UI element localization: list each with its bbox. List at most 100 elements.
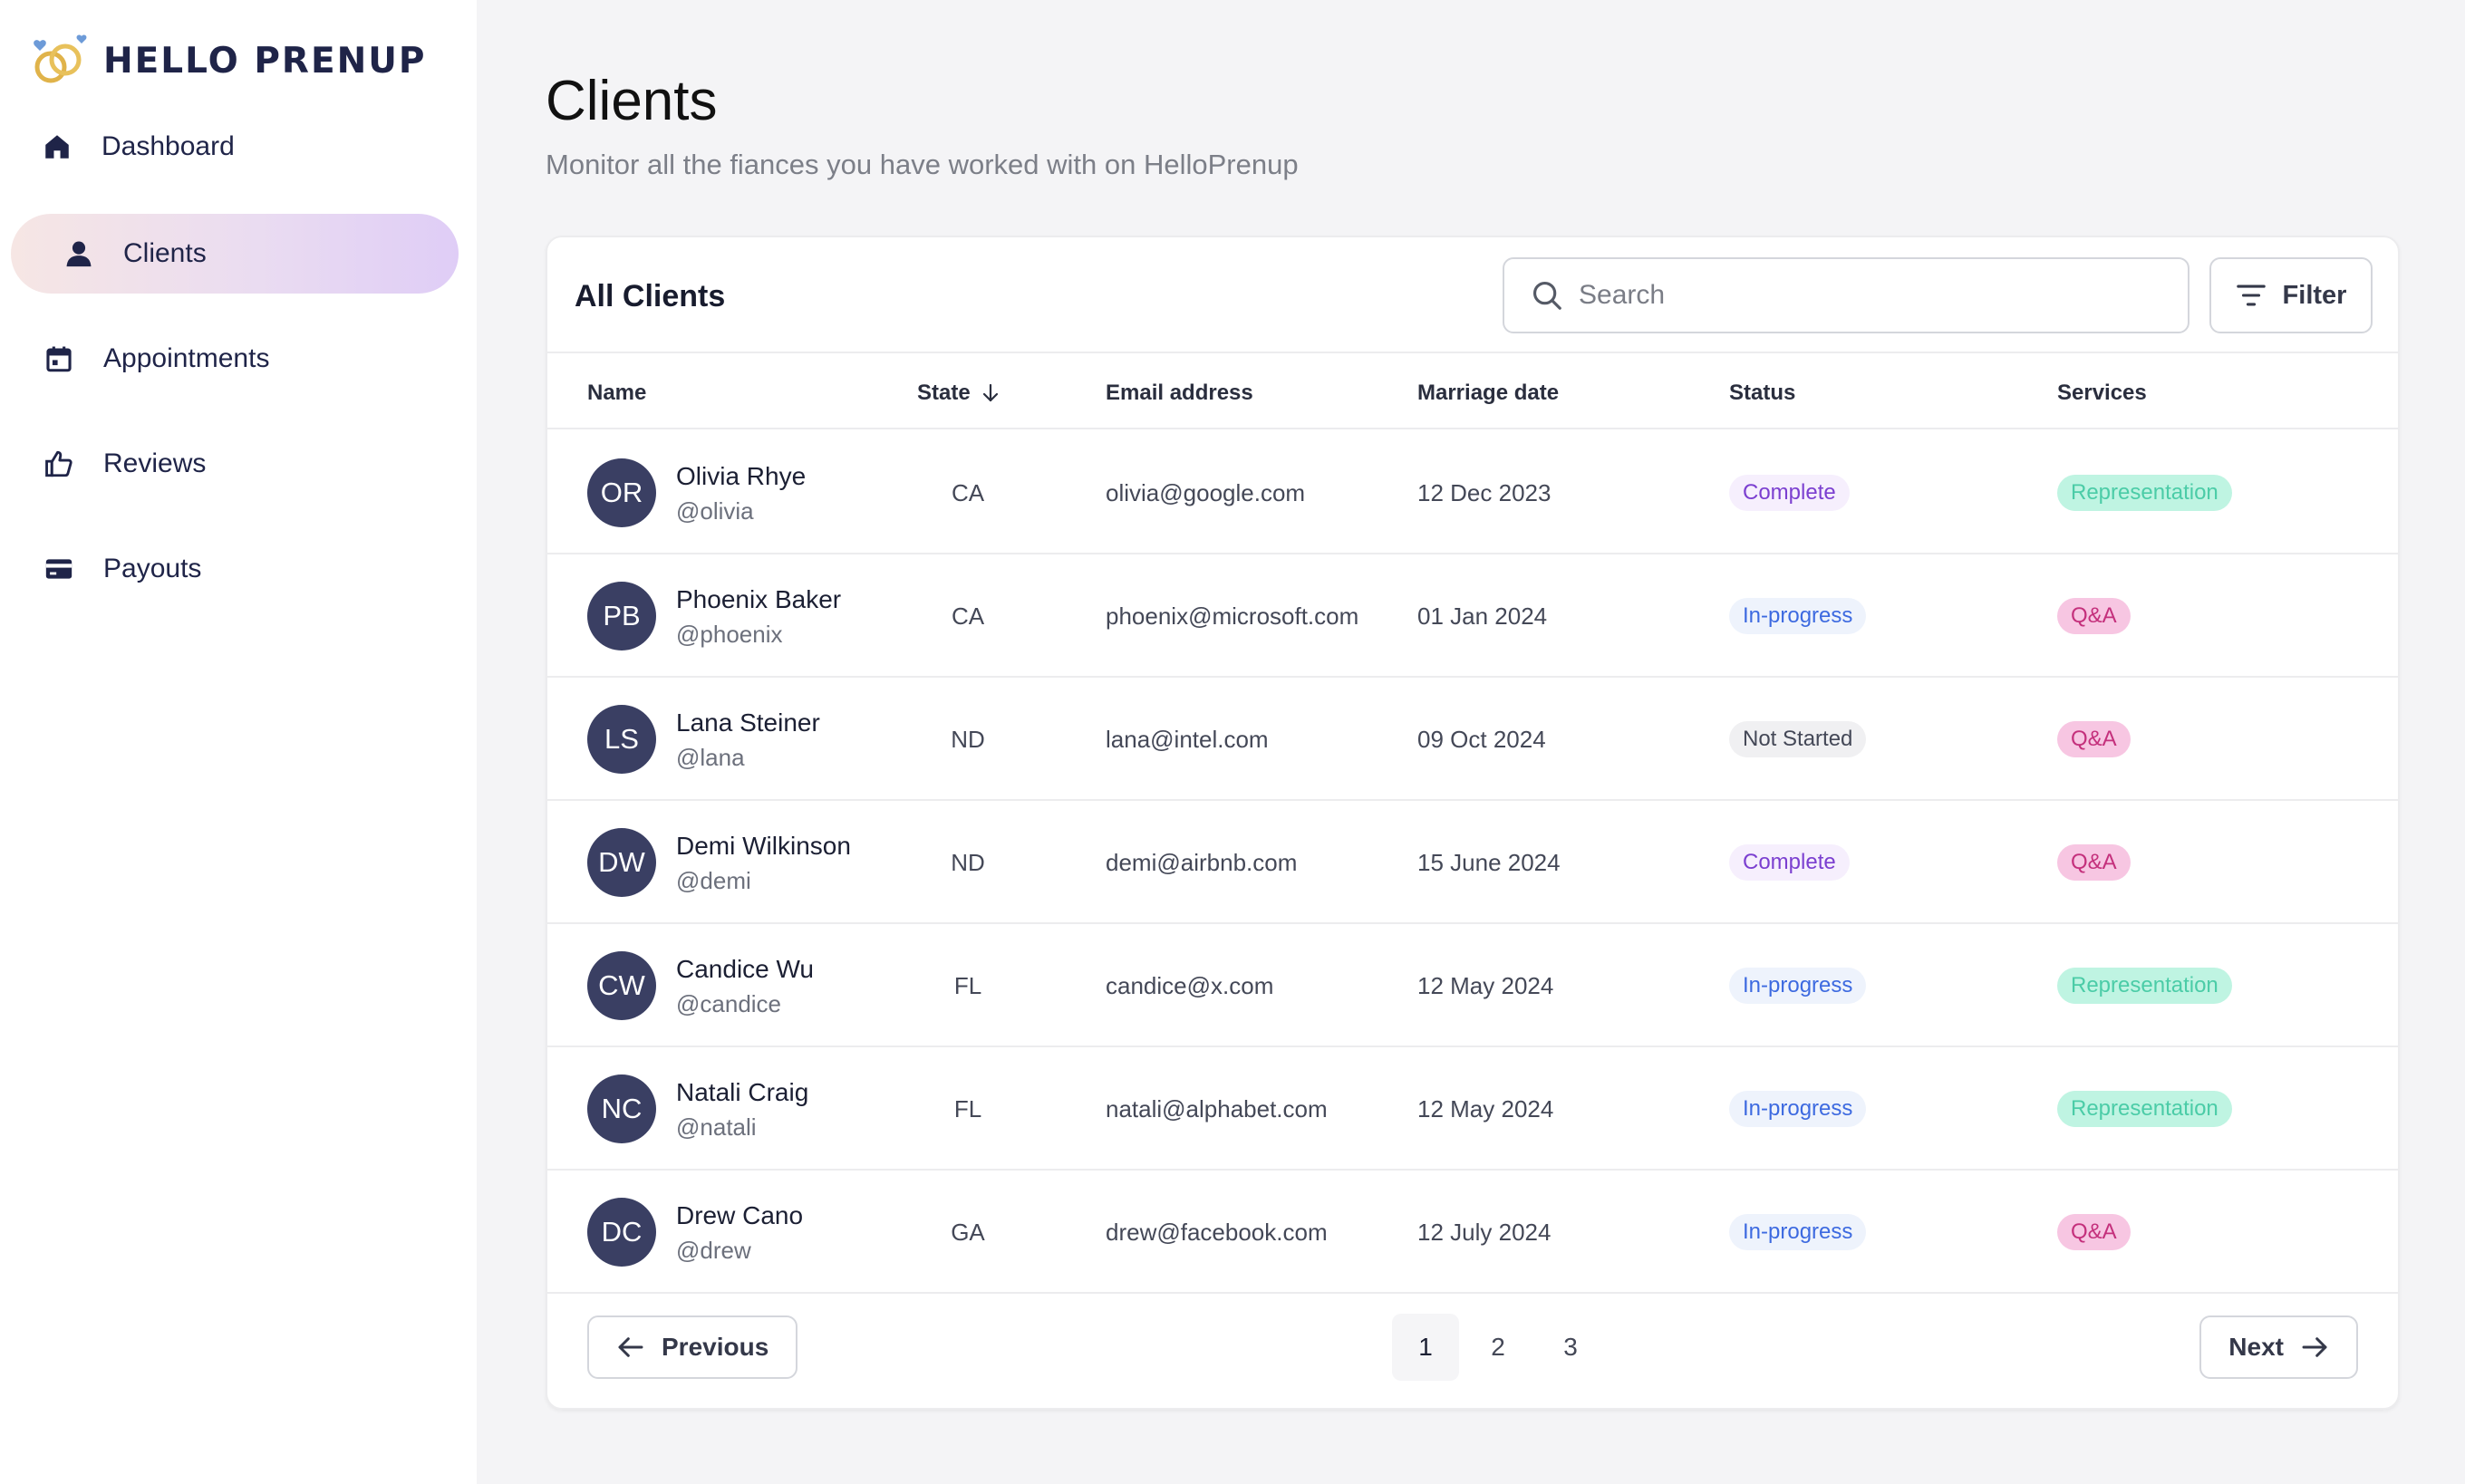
sidebar-item-label: Payouts bbox=[103, 554, 202, 583]
client-handle: @phoenix bbox=[676, 621, 783, 648]
status-badge: Not Started bbox=[1729, 721, 1867, 757]
search-icon bbox=[1532, 281, 1561, 310]
status-badge: In-progress bbox=[1729, 968, 1867, 1004]
client-handle: @olivia bbox=[676, 497, 754, 525]
sidebar-item-appointments[interactable]: Appointments bbox=[11, 319, 459, 399]
user-icon bbox=[66, 241, 92, 267]
column-header-marriage-date[interactable]: Marriage date bbox=[1417, 381, 1560, 405]
status-badge: In-progress bbox=[1729, 598, 1867, 634]
client-handle: @natali bbox=[676, 1113, 757, 1141]
client-name: Phoenix Baker bbox=[676, 585, 842, 613]
sidebar: HELLO PRENUP Dashboard Clients Appointme… bbox=[0, 0, 477, 1484]
service-badge: Representation bbox=[2057, 1091, 2232, 1127]
sidebar-item-label: Appointments bbox=[103, 343, 270, 373]
table-row[interactable]: CW Candice Wu @candice FL candice@x.com 12 Ma… bbox=[547, 924, 2398, 1047]
status-badge: Complete bbox=[1729, 475, 1850, 511]
client-handle: @candice bbox=[676, 990, 782, 1017]
service-badge: Representation bbox=[2057, 968, 2232, 1004]
table-header: Name State Email address Marriage date S… bbox=[547, 353, 2398, 429]
marriage-date: 09 Oct 2024 bbox=[1417, 725, 1546, 753]
table-row[interactable]: DW Demi Wilkinson @demi ND demi@airbnb.com 15… bbox=[547, 801, 2398, 924]
sidebar-item-reviews[interactable]: Reviews bbox=[11, 424, 459, 504]
column-header-state[interactable]: State bbox=[917, 381, 1001, 406]
client-handle: @lana bbox=[676, 744, 745, 771]
marriage-date: 15 June 2024 bbox=[1417, 848, 1561, 876]
sidebar-item-payouts[interactable]: Payouts bbox=[11, 529, 459, 609]
client-name: Drew Cano bbox=[676, 1201, 804, 1229]
filter-icon bbox=[2236, 284, 2266, 306]
search-box[interactable] bbox=[1503, 257, 2190, 333]
avatar: PB bbox=[587, 582, 656, 650]
client-state: ND bbox=[951, 848, 985, 876]
table-row[interactable]: OR Olivia Rhye @olivia CA olivia@google.com 1… bbox=[547, 431, 2398, 554]
filter-label: Filter bbox=[2282, 280, 2347, 310]
previous-button[interactable]: Previous bbox=[587, 1315, 798, 1379]
service-badge: Q&A bbox=[2057, 1214, 2131, 1250]
client-name: Olivia Rhye bbox=[676, 462, 807, 490]
page-3-button[interactable]: 3 bbox=[1563, 1333, 1578, 1361]
avatar: NC bbox=[587, 1074, 656, 1143]
avatar: OR bbox=[587, 458, 656, 527]
client-handle: @drew bbox=[676, 1237, 751, 1264]
pagination: Previous 1 2 3 Next bbox=[547, 1292, 2398, 1412]
table-row[interactable]: PB Phoenix Baker @phoenix CA phoenix@microso… bbox=[547, 554, 2398, 678]
client-name: Lana Steiner bbox=[676, 708, 820, 737]
arrow-left-icon bbox=[618, 1337, 643, 1357]
table-row[interactable]: LS Lana Steiner @lana ND lana@intel.com 09 Oc… bbox=[547, 678, 2398, 801]
marriage-date: 01 Jan 2024 bbox=[1417, 602, 1548, 630]
avatar: LS bbox=[587, 705, 656, 774]
home-icon bbox=[45, 135, 69, 159]
column-header-services[interactable]: Services bbox=[2057, 381, 2147, 405]
client-state: FL bbox=[953, 1094, 982, 1123]
service-badge: Representation bbox=[2057, 475, 2232, 511]
marriage-date: 12 May 2024 bbox=[1417, 1094, 1554, 1123]
marriage-date: 12 Dec 2023 bbox=[1417, 478, 1552, 506]
service-badge: Q&A bbox=[2057, 721, 2131, 757]
avatar: CW bbox=[587, 951, 656, 1020]
calendar-icon bbox=[46, 346, 72, 372]
client-state: ND bbox=[951, 725, 985, 753]
sidebar-item-label: Dashboard bbox=[102, 131, 235, 161]
brand-logo[interactable]: HELLO PRENUP bbox=[31, 33, 426, 89]
rings-logo-icon bbox=[34, 34, 87, 83]
client-name: Candice Wu bbox=[676, 955, 815, 983]
card-title: All Clients bbox=[575, 279, 726, 313]
client-email: olivia@google.com bbox=[1106, 478, 1306, 506]
table-row[interactable]: DC Drew Cano @drew GA drew@facebook.com 12 Ju… bbox=[547, 1171, 2398, 1294]
service-badge: Q&A bbox=[2057, 844, 2131, 881]
avatar: DC bbox=[587, 1198, 656, 1267]
filter-button[interactable]: Filter bbox=[2209, 257, 2373, 333]
page-subtitle: Monitor all the fiances you have worked … bbox=[546, 149, 1299, 180]
client-email: phoenix@microsoft.com bbox=[1106, 602, 1359, 630]
client-email: natali@alphabet.com bbox=[1106, 1094, 1328, 1123]
client-state: GA bbox=[951, 1218, 985, 1246]
sidebar-item-clients[interactable]: Clients bbox=[11, 214, 459, 294]
client-email: lana@intel.com bbox=[1106, 725, 1269, 753]
column-header-status[interactable]: Status bbox=[1729, 381, 1796, 405]
arrow-right-icon bbox=[2302, 1337, 2327, 1357]
status-badge: Complete bbox=[1729, 844, 1850, 881]
table-row[interactable]: NC Natali Craig @natali FL natali@alphabet.c… bbox=[547, 1047, 2398, 1171]
client-email: candice@x.com bbox=[1106, 971, 1274, 999]
sidebar-item-label: Reviews bbox=[103, 448, 207, 478]
client-state: FL bbox=[953, 971, 982, 999]
marriage-date: 12 May 2024 bbox=[1417, 971, 1554, 999]
sidebar-item-dashboard[interactable]: Dashboard bbox=[11, 107, 459, 187]
credit-card-icon bbox=[45, 559, 72, 579]
client-email: demi@airbnb.com bbox=[1106, 848, 1298, 876]
previous-label: Previous bbox=[662, 1333, 769, 1361]
status-badge: In-progress bbox=[1729, 1091, 1867, 1127]
search-input[interactable] bbox=[1579, 280, 2159, 311]
client-handle: @demi bbox=[676, 867, 751, 894]
card-header: All Clients Filter bbox=[547, 237, 2398, 353]
thumbs-up-icon bbox=[45, 450, 72, 477]
brand-name: HELLO PRENUP bbox=[103, 40, 427, 82]
column-header-email[interactable]: Email address bbox=[1106, 381, 1253, 405]
next-button[interactable]: Next bbox=[2199, 1315, 2358, 1379]
client-name: Natali Craig bbox=[676, 1078, 809, 1106]
page-1-button[interactable]: 1 bbox=[1392, 1314, 1459, 1381]
column-header-name[interactable]: Name bbox=[587, 381, 647, 405]
client-name: Demi Wilkinson bbox=[676, 832, 851, 860]
page-2-button[interactable]: 2 bbox=[1491, 1333, 1505, 1361]
next-label: Next bbox=[2228, 1333, 2284, 1361]
